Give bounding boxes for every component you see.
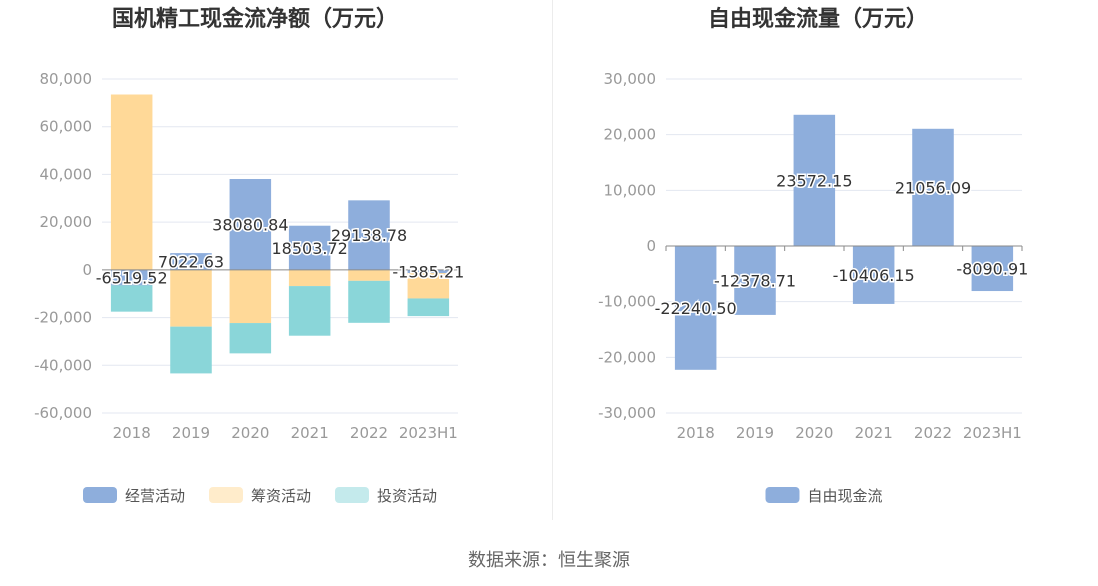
- legend-label: 自由现金流: [808, 487, 883, 505]
- y-tick-label: 40,000: [40, 165, 93, 183]
- x-tick-label: 2021: [855, 424, 893, 442]
- data-label: 21056.09: [895, 178, 971, 197]
- legend-swatch-1: [765, 487, 800, 503]
- legend-swatch-1: [83, 487, 117, 503]
- x-tick-label: 2018: [677, 424, 715, 442]
- y-tick-label: -30,000: [598, 404, 656, 422]
- y-tick-label: 60,000: [40, 118, 93, 136]
- data-label: -22240.50: [655, 299, 737, 318]
- cash-flow-chart: 国机精工现金流净额（万元） 80,000 60,000 40,000 20,000 0 -2…: [34, 6, 466, 505]
- x-tick-label: 2021: [291, 424, 329, 442]
- x-tick-label: 2019: [736, 424, 774, 442]
- bar-1-2020: [229, 179, 272, 270]
- data-label: -12378.71: [714, 271, 796, 290]
- x-tick-label: 2019: [172, 424, 210, 442]
- bar-1-2023H1: [971, 246, 1014, 292]
- legend-swatch-3: [335, 487, 369, 503]
- bar-1-2018: [110, 269, 153, 286]
- bar-1-2022: [348, 200, 390, 270]
- chart-title: 国机精工现金流净额（万元）: [112, 6, 398, 32]
- x-tick-label: 2022: [350, 424, 388, 442]
- bar-3-2018: [110, 285, 153, 312]
- x-tick-label: 2023H1: [399, 424, 458, 442]
- data-label: 7022.63: [158, 252, 224, 271]
- legend-label: 筹资活动: [251, 487, 311, 505]
- bar-1-2019: [734, 246, 776, 315]
- bar-1-2021: [288, 225, 331, 270]
- y-tick-label: 20,000: [604, 126, 657, 144]
- x-tick-label: 2020: [795, 424, 833, 442]
- x-tick-label: 2020: [231, 424, 269, 442]
- bar-1-2022: [912, 128, 954, 246]
- chart-title: 自由现金流量（万元）: [708, 6, 928, 32]
- y-tick-label: 0: [82, 261, 92, 279]
- data-label: 18503.72: [271, 239, 347, 258]
- y-tick-label: -20,000: [598, 348, 656, 366]
- legend-swatch-2: [209, 487, 243, 503]
- y-tick-label: 30,000: [604, 70, 657, 88]
- legend-label: 投资活动: [377, 487, 437, 505]
- y-tick-label: 0: [646, 237, 656, 255]
- data-label: -10406.15: [833, 266, 915, 285]
- data-label: -8090.91: [956, 260, 1028, 279]
- bar-2-2021: [288, 269, 331, 287]
- bar-3-2020: [229, 323, 272, 354]
- chart-divider: [552, 0, 553, 520]
- bar-2-2020: [229, 269, 272, 324]
- y-tick-label: 10,000: [604, 181, 657, 199]
- bar-1-2020: [793, 114, 836, 246]
- data-label: 29138.78: [331, 226, 407, 245]
- bar-2-2023H1: [407, 273, 450, 299]
- y-tick-label: -60,000: [34, 404, 92, 422]
- bar-2-2022: [348, 269, 390, 281]
- bar-2-2019: [170, 269, 212, 327]
- free-cash-flow-chart: 自由现金流量（万元） 30,000 20,000 10,000 0 -10,000 -20,…: [598, 6, 1030, 505]
- legend-label: 经营活动: [125, 487, 185, 505]
- x-tick-label: 2023H1: [963, 424, 1022, 442]
- bar-3-2023H1: [407, 298, 450, 317]
- bar-1-2021: [852, 246, 895, 304]
- y-tick-label: -20,000: [34, 309, 92, 327]
- data-label: -6519.52: [96, 269, 168, 288]
- bar-3-2021: [288, 286, 331, 336]
- data-label: 38080.84: [212, 215, 288, 234]
- data-label: -1385.21: [392, 263, 464, 282]
- bar-3-2019: [170, 326, 212, 374]
- y-tick-label: 80,000: [40, 70, 93, 88]
- bar-3-2022: [348, 280, 390, 323]
- y-tick-label: -40,000: [34, 356, 92, 374]
- bar-1-2018: [674, 246, 717, 370]
- x-tick-label: 2022: [914, 424, 952, 442]
- bar-2-2018: [110, 94, 153, 270]
- y-tick-label: -10,000: [598, 293, 656, 311]
- y-tick-label: 20,000: [40, 213, 93, 231]
- bar-1-2023H1: [407, 269, 450, 274]
- data-label: 23572.15: [776, 171, 852, 190]
- bar-1-2019: [170, 253, 212, 270]
- x-tick-label: 2018: [113, 424, 151, 442]
- data-source-note: 数据来源：恒生聚源: [468, 550, 630, 571]
